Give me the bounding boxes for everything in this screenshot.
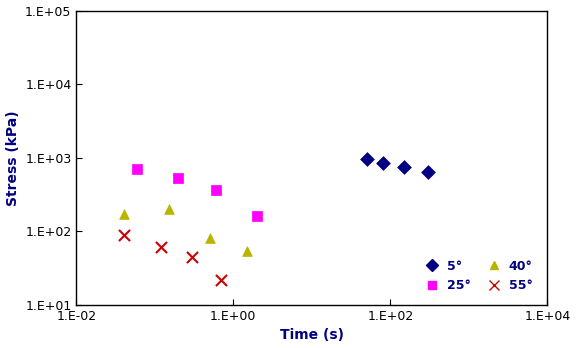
Point — [157, 244, 166, 250]
Point — [242, 248, 252, 253]
X-axis label: Time (s): Time (s) — [280, 329, 344, 342]
Point — [205, 235, 214, 240]
Point — [400, 164, 409, 169]
Point — [133, 166, 142, 172]
Point — [362, 157, 372, 162]
Point — [423, 169, 433, 174]
Point — [188, 254, 197, 260]
Y-axis label: Stress (kPa): Stress (kPa) — [6, 110, 20, 206]
Point — [378, 160, 387, 166]
Point — [164, 206, 173, 212]
Legend: 5°, 25°, 40°, 55°: 5°, 25°, 40°, 55° — [416, 256, 536, 296]
Point — [217, 277, 226, 283]
Point — [211, 187, 221, 192]
Point — [252, 214, 262, 219]
Point — [119, 233, 128, 238]
Point — [174, 175, 183, 181]
Point — [119, 211, 128, 216]
